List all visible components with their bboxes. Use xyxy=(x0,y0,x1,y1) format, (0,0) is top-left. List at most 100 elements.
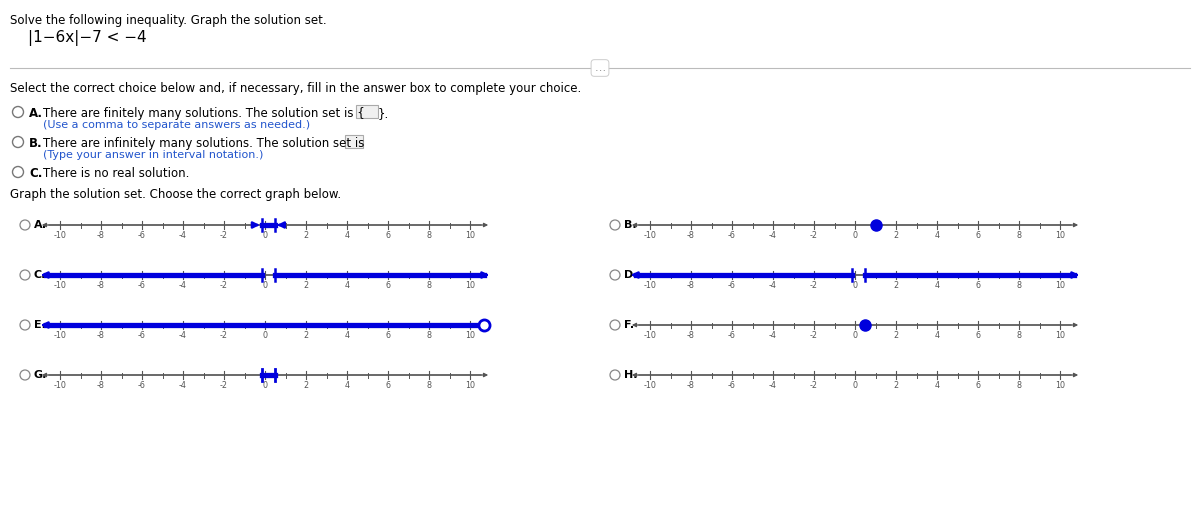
Text: -8: -8 xyxy=(688,331,695,340)
Text: 4: 4 xyxy=(935,381,940,390)
Text: 10: 10 xyxy=(1055,381,1066,390)
Text: -6: -6 xyxy=(138,231,146,240)
Text: -10: -10 xyxy=(54,281,66,290)
Text: 8: 8 xyxy=(426,281,432,290)
Text: -10: -10 xyxy=(54,231,66,240)
Text: 6: 6 xyxy=(385,231,390,240)
Text: 2: 2 xyxy=(304,281,308,290)
Text: Graph the solution set. Choose the correct graph below.: Graph the solution set. Choose the corre… xyxy=(10,188,341,201)
Text: -6: -6 xyxy=(138,331,146,340)
Text: 2: 2 xyxy=(304,331,308,340)
Text: -2: -2 xyxy=(220,331,228,340)
Text: C.: C. xyxy=(34,270,47,280)
Text: 0: 0 xyxy=(263,281,268,290)
Text: -4: -4 xyxy=(769,331,776,340)
Text: 8: 8 xyxy=(426,331,432,340)
Text: -6: -6 xyxy=(728,331,736,340)
Text: -2: -2 xyxy=(220,281,228,290)
Text: 2: 2 xyxy=(304,381,308,390)
Text: -2: -2 xyxy=(220,231,228,240)
Text: …: … xyxy=(594,63,606,73)
Text: 8: 8 xyxy=(1016,231,1021,240)
Text: -10: -10 xyxy=(643,281,656,290)
Text: -8: -8 xyxy=(688,281,695,290)
Text: -8: -8 xyxy=(688,231,695,240)
Text: There are infinitely many solutions. The solution set is: There are infinitely many solutions. The… xyxy=(43,137,365,150)
Text: 0: 0 xyxy=(263,381,268,390)
Text: -2: -2 xyxy=(220,381,228,390)
Text: -4: -4 xyxy=(179,231,187,240)
Text: D.: D. xyxy=(624,270,637,280)
Text: H.: H. xyxy=(624,370,637,380)
Text: -8: -8 xyxy=(688,381,695,390)
Text: 6: 6 xyxy=(385,381,390,390)
Text: B.: B. xyxy=(624,220,637,230)
Text: -8: -8 xyxy=(97,331,104,340)
Text: G.: G. xyxy=(34,370,47,380)
Text: -4: -4 xyxy=(179,331,187,340)
Text: 0: 0 xyxy=(263,231,268,240)
Text: C.: C. xyxy=(29,167,42,180)
Text: E.: E. xyxy=(34,320,46,330)
Text: -6: -6 xyxy=(138,381,146,390)
Text: 10: 10 xyxy=(466,381,475,390)
Text: 4: 4 xyxy=(344,381,349,390)
Text: 8: 8 xyxy=(1016,331,1021,340)
Text: 8: 8 xyxy=(426,381,432,390)
Text: 4: 4 xyxy=(935,331,940,340)
Text: -4: -4 xyxy=(769,281,776,290)
Text: 0: 0 xyxy=(852,381,858,390)
Text: |1−6x|−7 < −4: |1−6x|−7 < −4 xyxy=(28,30,146,46)
Text: 6: 6 xyxy=(976,331,980,340)
Text: -8: -8 xyxy=(97,381,104,390)
Text: F.: F. xyxy=(624,320,634,330)
Text: Select the correct choice below and, if necessary, fill in the answer box to com: Select the correct choice below and, if … xyxy=(10,82,581,95)
Text: 0: 0 xyxy=(852,281,858,290)
Text: 2: 2 xyxy=(894,231,899,240)
Text: -8: -8 xyxy=(97,281,104,290)
Text: There are finitely many solutions. The solution set is {: There are finitely many solutions. The s… xyxy=(43,107,365,120)
Text: 8: 8 xyxy=(1016,281,1021,290)
Text: B.: B. xyxy=(29,137,43,150)
Text: 0: 0 xyxy=(852,231,858,240)
Text: 2: 2 xyxy=(894,331,899,340)
Text: 6: 6 xyxy=(976,381,980,390)
Text: -2: -2 xyxy=(810,381,818,390)
Text: -4: -4 xyxy=(769,231,776,240)
Text: -2: -2 xyxy=(810,231,818,240)
FancyBboxPatch shape xyxy=(346,135,364,148)
Text: There is no real solution.: There is no real solution. xyxy=(43,167,190,180)
Text: 8: 8 xyxy=(1016,381,1021,390)
Text: (Use a comma to separate answers as needed.): (Use a comma to separate answers as need… xyxy=(43,120,310,130)
Text: 6: 6 xyxy=(976,281,980,290)
Text: 10: 10 xyxy=(466,331,475,340)
Text: 0: 0 xyxy=(852,331,858,340)
Text: (Type your answer in interval notation.): (Type your answer in interval notation.) xyxy=(43,150,263,160)
Text: -4: -4 xyxy=(769,381,776,390)
Text: -6: -6 xyxy=(728,231,736,240)
Text: 10: 10 xyxy=(466,281,475,290)
Text: 4: 4 xyxy=(344,281,349,290)
Text: -10: -10 xyxy=(643,331,656,340)
Text: -10: -10 xyxy=(54,381,66,390)
Text: 4: 4 xyxy=(935,231,940,240)
Text: -6: -6 xyxy=(728,281,736,290)
Text: 10: 10 xyxy=(466,231,475,240)
Text: }.: }. xyxy=(378,107,389,120)
Text: 2: 2 xyxy=(304,231,308,240)
Text: -6: -6 xyxy=(138,281,146,290)
Text: -2: -2 xyxy=(810,281,818,290)
FancyBboxPatch shape xyxy=(356,105,378,118)
Text: A.: A. xyxy=(34,220,47,230)
Text: 10: 10 xyxy=(1055,331,1066,340)
Text: 8: 8 xyxy=(426,231,432,240)
Text: 6: 6 xyxy=(976,231,980,240)
Text: 0: 0 xyxy=(263,331,268,340)
Text: Solve the following inequality. Graph the solution set.: Solve the following inequality. Graph th… xyxy=(10,14,326,27)
Text: -4: -4 xyxy=(179,281,187,290)
Text: 2: 2 xyxy=(894,381,899,390)
Text: 4: 4 xyxy=(344,231,349,240)
Text: -10: -10 xyxy=(643,381,656,390)
Text: 10: 10 xyxy=(1055,231,1066,240)
Text: 4: 4 xyxy=(344,331,349,340)
